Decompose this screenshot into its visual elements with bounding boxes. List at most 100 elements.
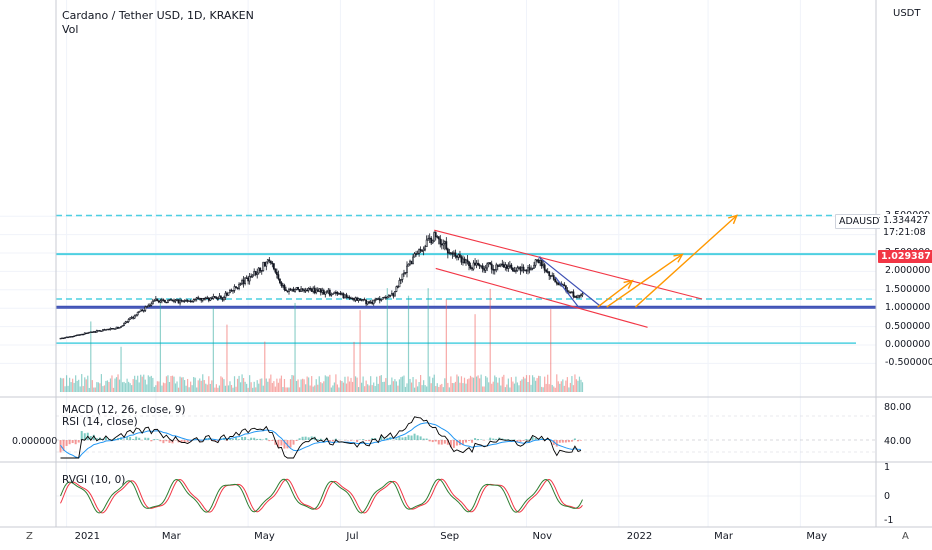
macd-histogram-bar	[395, 438, 398, 440]
candle-body	[88, 331, 91, 334]
macd-histogram-bar	[153, 439, 156, 440]
candle-body	[499, 263, 502, 267]
volume-bar	[533, 377, 535, 392]
macd-histogram-bar	[71, 440, 74, 444]
volume-bar	[285, 387, 287, 392]
volume-bar	[249, 375, 251, 392]
candle-body	[298, 289, 301, 292]
volume-bar	[138, 382, 140, 392]
volume-bar	[61, 378, 63, 392]
volume-bar	[87, 375, 89, 392]
volume-bar	[183, 380, 186, 392]
candle-body	[245, 277, 248, 279]
volume-bar	[357, 387, 360, 392]
volume-bar	[247, 387, 249, 392]
time-axis-tick: Jul	[346, 531, 359, 542]
candle-body	[433, 232, 436, 242]
volume-bar	[433, 374, 435, 392]
candle-body	[114, 328, 116, 330]
candle-body	[291, 288, 293, 291]
candle-body	[397, 286, 399, 288]
volume-bar	[115, 377, 118, 392]
macd-histogram-bar	[416, 435, 419, 440]
volume-bar	[132, 379, 134, 392]
candle-body	[348, 296, 351, 299]
candle-body	[416, 253, 419, 255]
volume-bar	[206, 384, 208, 392]
macd-histogram-bar	[567, 440, 570, 443]
candle-body	[530, 267, 532, 271]
macd-histogram-bar	[356, 440, 359, 443]
candle-body	[92, 331, 95, 333]
volume-bar	[459, 382, 461, 392]
projection-arrow-long-head	[727, 214, 739, 225]
macd-histogram-bar	[468, 440, 471, 441]
volume-bar	[282, 387, 284, 392]
volume-bar	[88, 387, 90, 392]
macd-histogram-bar	[495, 438, 498, 440]
macd-histogram-bar	[380, 436, 383, 440]
volume-bar	[134, 375, 136, 392]
volume-bar	[84, 377, 86, 392]
macd-histogram-bar	[62, 440, 65, 451]
candle-body	[133, 315, 136, 319]
volume-bar	[76, 380, 78, 392]
candle-body	[466, 259, 469, 263]
macd-histogram-bar	[301, 436, 304, 440]
volume-bar	[141, 376, 143, 392]
candle-body	[130, 317, 133, 319]
candle-body	[165, 301, 168, 304]
volume-bar	[336, 384, 339, 392]
macd-histogram-bar	[362, 439, 365, 440]
candle-body	[159, 300, 162, 303]
volume-bar	[180, 377, 183, 392]
macd-histogram-bar	[443, 440, 446, 444]
zoom-reset-button[interactable]: Z	[26, 531, 33, 542]
candle-body	[256, 272, 259, 275]
volume-bar	[541, 386, 543, 392]
candle-body	[145, 306, 148, 308]
candle-body	[272, 263, 275, 270]
candle-body	[389, 294, 392, 297]
chart-title: Cardano / Tether USD, 1D, KRAKEN	[62, 9, 254, 22]
candle-body	[294, 289, 296, 292]
volume-bar	[258, 383, 260, 392]
candle-body	[336, 292, 339, 295]
time-axis-tick: Mar	[714, 531, 733, 542]
volume-bar	[351, 381, 354, 392]
volume-bar	[270, 374, 272, 392]
volume-bar	[518, 385, 520, 392]
volume-bar	[442, 387, 444, 392]
volume-bar	[214, 387, 216, 392]
macd-histogram-bar	[129, 436, 132, 440]
volume-bar	[165, 376, 168, 392]
macd-histogram-bar	[437, 440, 440, 445]
volume-bar	[233, 376, 236, 392]
macd-histogram-bar	[316, 439, 319, 440]
candle-body	[351, 297, 354, 300]
macd-histogram-bar	[507, 439, 510, 440]
volume-bar	[176, 381, 178, 392]
volume-bar	[580, 379, 582, 392]
macd-histogram-bar	[489, 437, 492, 440]
candle-body	[223, 297, 225, 301]
volume-bar	[173, 376, 175, 392]
auto-scale-button[interactable]: A	[902, 531, 909, 542]
candle-body	[524, 269, 526, 272]
macd-histogram-bar	[168, 440, 171, 443]
candle-body	[230, 289, 233, 292]
volume-bar	[572, 385, 575, 392]
volume-bar	[294, 302, 296, 392]
volume-bar	[305, 384, 307, 392]
volume-bar	[276, 378, 278, 392]
candle-body	[151, 300, 154, 305]
volume-bar	[420, 375, 422, 392]
volume-bar	[557, 381, 559, 392]
volume-bar	[348, 381, 351, 392]
candle-body	[262, 261, 265, 271]
volume-bar	[203, 380, 205, 392]
candle-body	[369, 301, 372, 304]
macd-histogram-bar	[165, 440, 168, 442]
candle-body	[150, 303, 153, 306]
